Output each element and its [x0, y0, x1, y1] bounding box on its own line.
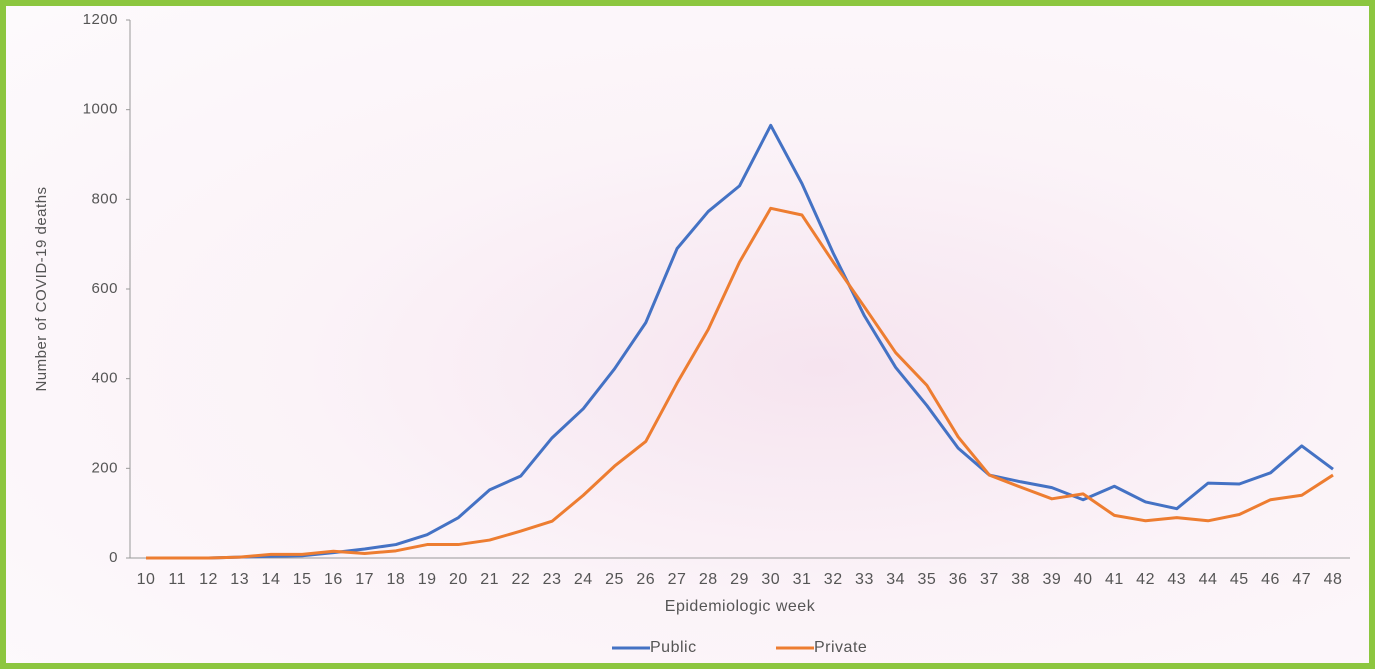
x-tick-label: 37 [980, 571, 999, 588]
x-tick-label: 26 [636, 571, 655, 588]
y-tick-label: 400 [91, 370, 118, 387]
x-tick-label: 43 [1167, 571, 1186, 588]
x-tick-label: 16 [324, 571, 343, 588]
x-tick-label: 21 [480, 571, 499, 588]
x-tick-label: 11 [168, 571, 186, 588]
y-tick-label: 200 [91, 459, 118, 476]
x-tick-label: 30 [761, 571, 780, 588]
x-tick-label: 25 [605, 571, 624, 588]
y-tick-label: 600 [91, 280, 118, 297]
x-tick-label: 42 [1136, 571, 1155, 588]
x-tick-label: 32 [824, 571, 843, 588]
x-tick-label: 10 [137, 571, 156, 588]
x-tick-label: 47 [1292, 571, 1311, 588]
x-tick-label: 14 [262, 571, 281, 588]
x-tick-label: 36 [949, 571, 968, 588]
x-tick-label: 24 [574, 571, 593, 588]
x-tick-label: 39 [1042, 571, 1061, 588]
x-tick-label: 18 [386, 571, 405, 588]
x-tick-label: 27 [668, 571, 687, 588]
x-tick-label: 33 [855, 571, 874, 588]
x-tick-label: 17 [355, 571, 374, 588]
x-tick-label: 41 [1105, 571, 1124, 588]
legend-label: Public [650, 639, 697, 656]
x-tick-label: 28 [699, 571, 718, 588]
y-tick-label: 0 [109, 549, 118, 566]
x-tick-label: 31 [793, 571, 812, 588]
x-tick-label: 23 [543, 571, 562, 588]
line-series [146, 206, 1334, 560]
x-tick-label: 22 [511, 571, 530, 588]
x-tick-label: 15 [293, 571, 312, 588]
legend-label: Private [814, 639, 867, 656]
x-axis-title: Epidemiologic week [665, 598, 816, 615]
x-tick-label: 29 [730, 571, 749, 588]
x-tick-label: 44 [1199, 571, 1218, 588]
x-tick-label: 38 [1011, 571, 1030, 588]
x-tick-label: 19 [418, 571, 437, 588]
x-tick-label: 34 [886, 571, 905, 588]
y-tick-label: 1000 [83, 101, 118, 118]
x-tick-label: 12 [199, 571, 218, 588]
y-tick-label: 1200 [83, 11, 118, 28]
x-tick-label: 48 [1324, 571, 1343, 588]
line-series [146, 123, 1334, 560]
x-tick-label: 45 [1230, 571, 1249, 588]
x-tick-label: 46 [1261, 571, 1280, 588]
y-tick-label: 800 [91, 190, 118, 207]
x-tick-label: 20 [449, 571, 468, 588]
y-axis-title: Number of COVID-19 deaths [33, 186, 50, 391]
x-tick-label: 40 [1074, 571, 1093, 588]
x-tick-label: 35 [918, 571, 937, 588]
x-tick-label: 13 [230, 571, 249, 588]
